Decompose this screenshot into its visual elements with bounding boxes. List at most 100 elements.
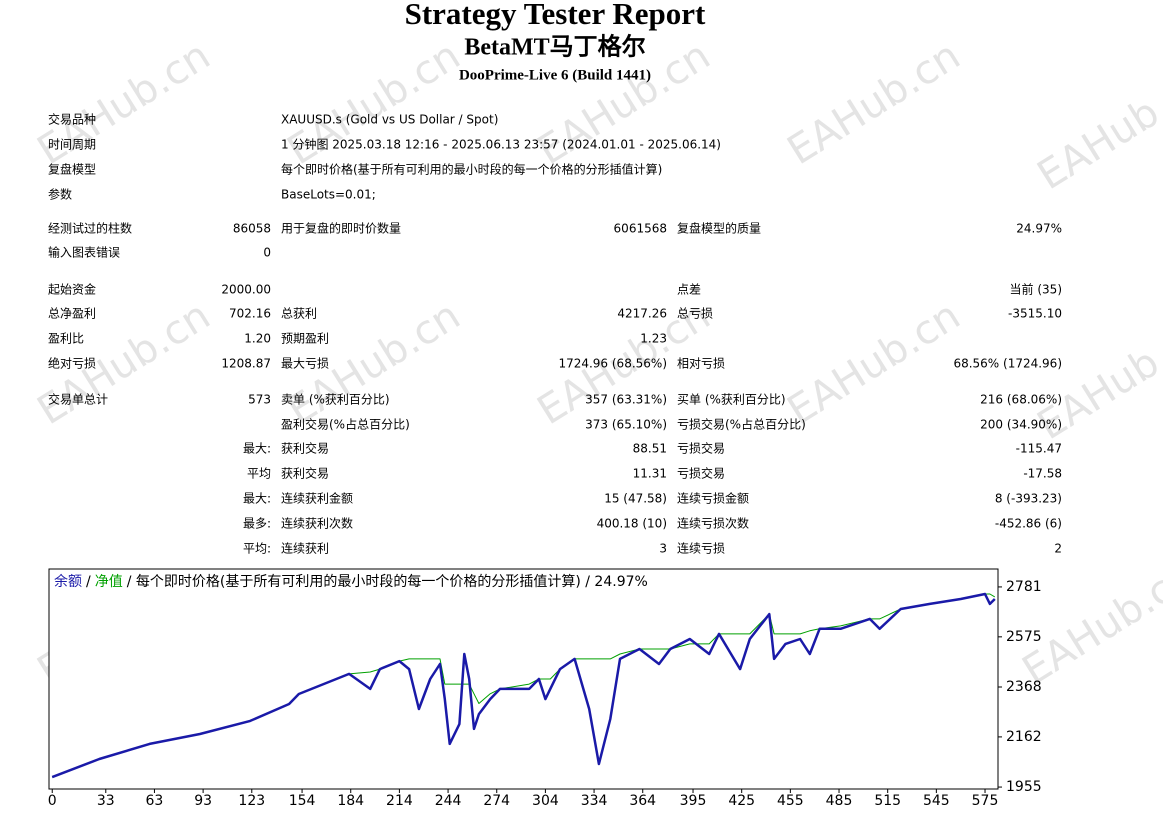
x-tick-label: 334 [581,793,608,809]
x-tick-label: 364 [629,793,656,809]
stat-value: 400.18 (10) [597,517,667,531]
report-server: DooPrime-Live 6 (Build 1441) [459,67,651,83]
stat-label: 获利交易 [281,441,329,456]
stat-value: 6061568 [614,222,667,236]
x-tick-label: 395 [680,793,707,809]
stat-value: 200 (34.90%) [980,418,1062,432]
x-tick-label: 0 [48,793,57,809]
x-tick-label: 154 [289,793,316,809]
report-subtitle: BetaMT马丁格尔 [464,33,645,61]
x-tick-label: 244 [435,793,462,809]
stat-label: 连续亏损金额 [677,491,749,506]
x-tick-label: 304 [532,793,559,809]
legend-note: / 每个即时价格(基于所有可利用的最小时段的每一个价格的分形插值计算) / 24… [127,573,648,590]
stat-label: 连续亏损次数 [677,516,749,531]
x-tick-label: 123 [238,793,265,809]
stat-value: 当前 (35) [1010,282,1062,297]
stat-label: 获利交易 [281,466,329,481]
stat-value: -115.47 [1016,442,1062,456]
stat-value: 373 (65.10%) [585,418,667,432]
stat-value: 1724.96 (68.56%) [558,357,667,371]
watermark: EAHub.cn [780,33,968,175]
legend-separator: / [86,574,91,590]
stat-value: 4217.26 [617,307,667,321]
watermark: EAHub.cn [780,293,968,435]
stat-value: 573 [248,393,271,407]
stat-value: 24.97% [1016,222,1062,236]
stat-label: 用于复盘的即时价数量 [281,221,401,236]
info-value: 每个即时价格(基于所有可利用的最小时段的每一个价格的分形插值计算) [281,162,662,177]
x-tick-label: 184 [337,793,364,809]
stat-value: 8 (-393.23) [995,492,1062,506]
stat-label: 连续获利金额 [281,491,353,506]
stat-label: 亏损交易 [677,466,725,481]
x-tick-label: 485 [826,793,853,809]
stat-label: 总净盈利 [48,307,96,321]
stat-label: 总亏损 [677,307,713,321]
series-line [51,592,996,779]
report-table: 交易品种 XAUUSD.s (Gold vs US Dollar / Spot) 时… [48,112,1062,556]
stat-label: 盈利交易(%占总百分比) [281,417,410,432]
x-tick-label: 425 [728,793,755,809]
stat-value: 357 (63.31%) [585,393,667,407]
watermark: EAHub.cn [1015,553,1163,695]
stat-label: 最大: [243,442,271,456]
stat-value: 1208.87 [221,357,271,371]
stat-value: -452.86 (6) [995,517,1062,531]
report-title: Strategy Tester Report [405,0,706,31]
info-value: XAUUSD.s (Gold vs US Dollar / Spot) [281,113,498,127]
info-label: 复盘模型 [48,162,96,177]
stat-label: 复盘模型的质量 [677,221,761,236]
stat-label: 亏损交易 [677,441,725,456]
stat-label: 卖单 (%获利百分比) [281,393,390,407]
legend-entry: 余额 [54,573,82,590]
info-label: 参数 [48,187,72,202]
stat-label: 预期盈利 [281,332,329,346]
info-label: 交易品种 [48,112,96,127]
plot-area [48,568,999,790]
stat-value: 15 (47.58) [604,492,667,506]
watermark: EAHub.cn [280,33,468,175]
y-tick-label: 2162 [1006,729,1042,745]
stat-label: 连续亏损 [677,541,725,556]
legend-entry: 净值 [95,574,123,590]
stat-label: 平均: [243,542,271,556]
x-tick-label: 515 [874,793,901,809]
x-tick-label: 545 [923,793,950,809]
stat-value: 1.23 [640,332,667,346]
y-tick-label: 2575 [1006,629,1042,645]
stat-label: 绝对亏损 [48,356,96,371]
stat-value: 216 (68.06%) [980,393,1062,407]
y-tick-label: 2781 [1006,579,1042,595]
stat-label: 输入图表错误 [48,245,120,260]
x-tick-label: 274 [483,793,510,809]
stat-label: 买单 (%获利百分比) [677,393,786,407]
y-tick-label: 2368 [1006,679,1042,695]
x-tick-label: 575 [972,793,999,809]
stat-label: 总获利 [281,307,317,321]
info-value: BaseLots=0.01; [281,188,376,202]
stat-value: 0 [263,246,271,260]
stat-value: 86058 [233,222,271,236]
stat-value: 11.31 [633,467,667,481]
stat-value: 702.16 [229,307,271,321]
stat-value: 88.51 [633,442,667,456]
stat-label: 相对亏损 [677,357,725,371]
x-tick-label: 455 [777,793,804,809]
stat-label: 连续获利 [281,541,329,556]
stat-value: 2000.00 [221,283,271,297]
stat-value: -17.58 [1023,467,1062,481]
stat-value: 2 [1054,542,1062,556]
stat-value: 3 [659,542,667,556]
x-tick-label: 93 [194,793,212,809]
stat-value: -3515.10 [1008,307,1062,321]
info-label: 时间周期 [48,138,96,152]
stat-label: 连续获利次数 [281,516,353,531]
watermark: EAHub.cn [1030,58,1163,200]
stat-value: 1.20 [244,332,271,346]
x-tick-label: 63 [146,793,164,809]
x-tick-label: 33 [97,793,115,809]
y-tick-label: 1955 [1006,779,1042,795]
stat-label: 最大: [243,492,271,506]
